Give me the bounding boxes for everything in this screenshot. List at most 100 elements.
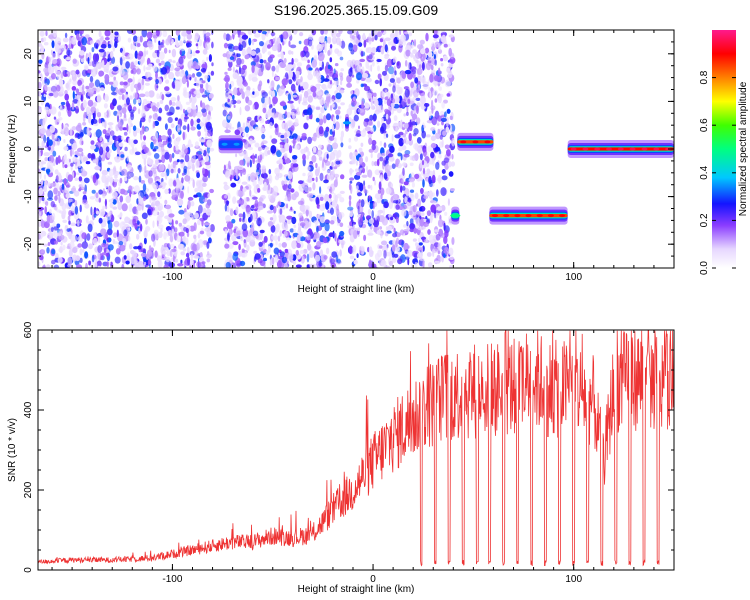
colorbar-tick-label: 0.4	[699, 165, 710, 179]
noise-speckle	[411, 155, 416, 162]
noise-speckle	[339, 230, 345, 237]
noise-speckle	[68, 220, 71, 225]
noise-speckle	[431, 213, 434, 221]
noise-speckle	[69, 127, 73, 137]
noise-speckle	[274, 123, 278, 129]
noise-speckle	[164, 199, 168, 205]
noise-speckle	[392, 232, 398, 238]
noise-speckle	[326, 153, 329, 159]
noise-speckle	[51, 59, 58, 64]
noise-speckle	[398, 131, 404, 136]
noise-speckle	[99, 37, 104, 41]
noise-speckle	[141, 108, 146, 117]
noise-speckle	[278, 157, 284, 166]
noise-speckle	[170, 97, 177, 102]
noise-speckle	[310, 86, 317, 93]
noise-speckle	[196, 111, 203, 118]
noise-speckle	[193, 91, 198, 95]
noise-speckle	[255, 159, 261, 163]
noise-speckle	[430, 64, 434, 71]
noise-speckle	[252, 104, 255, 110]
noise-speckle	[415, 217, 421, 226]
noise-speckle	[358, 199, 361, 204]
noise-speckle	[415, 203, 419, 207]
noise-speckle	[152, 200, 156, 204]
noise-speckle	[81, 36, 88, 46]
noise-speckle	[115, 140, 119, 148]
noise-speckle	[104, 30, 111, 37]
noise-speckle	[409, 126, 413, 132]
noise-speckle	[223, 164, 226, 171]
noise-speckle	[46, 56, 49, 66]
noise-speckle	[421, 130, 427, 139]
noise-speckle	[113, 232, 118, 238]
feature-peak	[472, 140, 479, 144]
noise-speckle	[352, 96, 356, 101]
colorbar-axes: 0.00.20.40.60.8	[699, 70, 736, 275]
noise-speckle	[238, 243, 241, 251]
noise-speckle	[82, 199, 88, 205]
noise-speckle	[449, 124, 453, 133]
noise-speckle	[354, 60, 361, 66]
noise-speckle	[253, 250, 258, 255]
noise-speckle	[306, 234, 311, 241]
noise-speckle	[327, 50, 331, 56]
noise-speckle	[268, 168, 272, 175]
noise-speckle	[179, 70, 185, 78]
noise-speckle	[202, 48, 208, 55]
noise-speckle	[355, 185, 359, 191]
noise-speckle	[319, 249, 324, 257]
noise-speckle	[428, 176, 432, 185]
noise-speckle	[175, 30, 180, 36]
noise-speckle	[81, 232, 87, 240]
noise-speckle	[157, 224, 164, 230]
noise-speckle	[287, 93, 291, 102]
noise-speckle	[340, 135, 344, 143]
noise-speckle	[428, 234, 434, 242]
noise-speckle	[105, 205, 108, 210]
noise-speckle	[77, 243, 83, 248]
noise-speckle	[434, 59, 438, 66]
noise-speckle	[346, 108, 353, 116]
noise-speckle	[291, 57, 294, 65]
noise-speckle	[382, 70, 387, 76]
noise-speckle	[325, 113, 332, 121]
noise-speckle	[293, 224, 297, 228]
noise-speckle	[123, 255, 127, 260]
noise-speckle	[161, 94, 165, 101]
noise-speckle	[102, 205, 105, 210]
noise-speckle	[196, 118, 201, 123]
noise-speckle	[241, 34, 249, 40]
noise-speckle	[380, 175, 383, 184]
noise-speckle	[388, 260, 394, 267]
noise-speckle	[229, 83, 232, 90]
noise-speckle	[67, 257, 73, 266]
noise-speckle	[374, 169, 380, 176]
noise-speckle	[395, 216, 399, 223]
noise-speckle	[312, 182, 316, 191]
noise-speckle	[157, 116, 162, 121]
noise-speckle	[136, 220, 140, 225]
noise-speckle	[139, 223, 143, 232]
noise-speckle	[80, 170, 88, 177]
noise-speckle	[138, 164, 142, 173]
noise-speckle	[200, 121, 203, 128]
noise-speckle	[367, 208, 372, 216]
noise-speckle	[380, 231, 383, 239]
noise-speckle	[308, 67, 313, 71]
noise-speckle	[290, 188, 295, 193]
noise-speckle	[403, 122, 409, 129]
noise-speckle	[72, 79, 78, 86]
noise-speckle	[64, 32, 68, 38]
noise-speckle	[160, 135, 167, 141]
noise-speckle	[302, 81, 309, 90]
noise-speckle	[277, 54, 283, 58]
noise-speckle	[184, 265, 187, 268]
noise-speckle	[249, 138, 253, 145]
noise-speckle	[187, 169, 190, 176]
noise-speckle	[270, 225, 276, 233]
noise-speckle	[123, 176, 128, 182]
noise-speckle	[412, 49, 417, 54]
noise-speckle	[107, 58, 110, 62]
noise-speckle	[187, 256, 190, 266]
